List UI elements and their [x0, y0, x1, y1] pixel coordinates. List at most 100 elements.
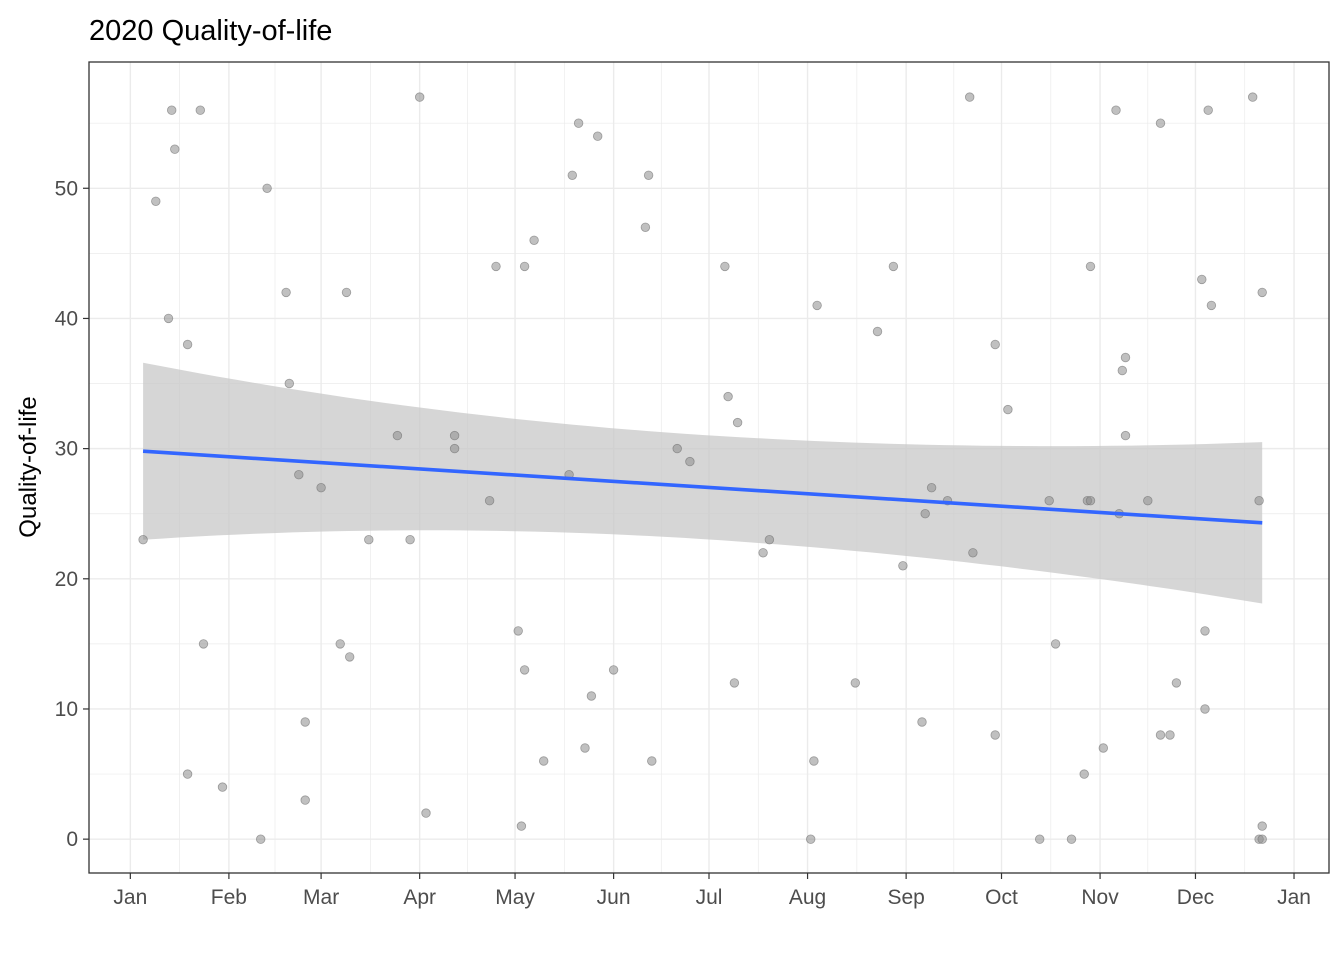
data-point	[513, 626, 523, 636]
data-point	[917, 717, 927, 727]
data-point	[166, 105, 177, 115]
data-point	[392, 430, 403, 441]
data-point	[300, 795, 310, 805]
x-tick-label: Oct	[985, 886, 1018, 909]
data-point	[182, 769, 193, 779]
data-point	[198, 639, 209, 649]
data-point	[764, 535, 775, 545]
data-point	[640, 222, 651, 233]
x-tick-label: Nov	[1081, 886, 1119, 909]
data-point	[758, 548, 768, 558]
data-point	[262, 183, 272, 194]
data-point	[256, 834, 266, 844]
data-point	[1143, 496, 1153, 506]
data-point	[484, 496, 495, 506]
data-points	[138, 92, 1267, 844]
confidence-band-area	[143, 362, 1263, 604]
data-point	[729, 678, 740, 688]
data-point	[685, 456, 695, 467]
data-point	[732, 417, 743, 428]
data-point	[138, 535, 148, 545]
data-point	[516, 821, 527, 831]
data-point	[1257, 287, 1267, 298]
trend-line-group	[142, 449, 1263, 525]
axes: Jan Feb Mar Apr May Jun Jul Aug Sep Oct Nov Dec Jan 0…	[55, 177, 1311, 909]
data-point	[519, 665, 530, 675]
data-point	[284, 378, 295, 389]
data-point	[1120, 430, 1131, 441]
data-point	[573, 118, 584, 128]
x-tick-label: Jan	[1277, 886, 1311, 909]
data-point	[920, 509, 930, 519]
data-point	[405, 535, 415, 545]
data-point	[672, 443, 682, 454]
data-point	[1254, 496, 1264, 506]
data-point	[449, 443, 460, 454]
data-point	[809, 756, 819, 766]
panel-border	[88, 61, 1330, 874]
data-point	[965, 92, 975, 102]
x-tick-label: Sep	[887, 886, 924, 909]
data-point	[1085, 496, 1096, 506]
x-tick-label: Jul	[696, 886, 723, 909]
y-tick-label: 40	[55, 307, 78, 330]
data-point	[539, 756, 549, 766]
data-point	[341, 287, 352, 298]
data-point	[593, 131, 603, 141]
data-point	[1257, 821, 1267, 831]
data-point	[163, 313, 174, 324]
data-point	[151, 196, 161, 207]
data-point	[421, 808, 431, 818]
data-point	[872, 326, 883, 337]
data-point	[812, 300, 822, 311]
data-point	[300, 717, 310, 727]
data-point	[1165, 730, 1175, 740]
data-point	[586, 691, 597, 701]
data-point	[1155, 118, 1166, 128]
data-point	[281, 287, 291, 298]
data-point	[316, 483, 326, 493]
data-point	[888, 261, 899, 272]
data-point	[608, 665, 619, 675]
data-point	[364, 535, 374, 545]
data-point	[1085, 261, 1096, 272]
data-point	[491, 261, 501, 272]
data-point	[1200, 626, 1210, 636]
data-point	[643, 170, 654, 181]
data-point	[1120, 352, 1131, 363]
data-point	[1050, 639, 1061, 649]
data-point	[968, 548, 978, 558]
data-point	[990, 339, 1000, 350]
data-point	[806, 834, 816, 844]
y-tick-label: 10	[55, 698, 78, 721]
data-point	[1044, 496, 1054, 506]
data-point	[195, 105, 206, 115]
data-point	[1257, 834, 1267, 844]
trend-line	[142, 449, 1263, 525]
y-tick-label: 30	[55, 438, 78, 461]
data-point	[1171, 678, 1182, 688]
x-tick-label: Jan	[113, 886, 147, 909]
data-point	[1203, 105, 1213, 115]
data-point	[335, 639, 345, 649]
data-point	[990, 730, 1000, 740]
data-point	[1066, 834, 1077, 844]
data-point	[1111, 105, 1121, 115]
chart-title: 2020 Quality-of-life	[89, 15, 332, 47]
x-tick-label: Aug	[789, 886, 826, 909]
data-point	[720, 261, 730, 272]
data-point	[217, 782, 228, 792]
x-tick-label: Jun	[597, 886, 631, 909]
data-point	[1003, 404, 1013, 415]
data-point	[170, 144, 180, 154]
data-point	[898, 561, 908, 571]
confidence-band	[143, 362, 1263, 604]
data-point	[519, 261, 530, 272]
y-axis-label: Quality-of-life	[15, 396, 42, 537]
data-point	[580, 743, 590, 753]
data-point	[567, 170, 578, 181]
x-tick-label: Feb	[211, 886, 247, 909]
data-point	[1117, 365, 1128, 376]
y-tick-label: 0	[66, 828, 78, 851]
y-tick-label: 20	[55, 568, 78, 591]
